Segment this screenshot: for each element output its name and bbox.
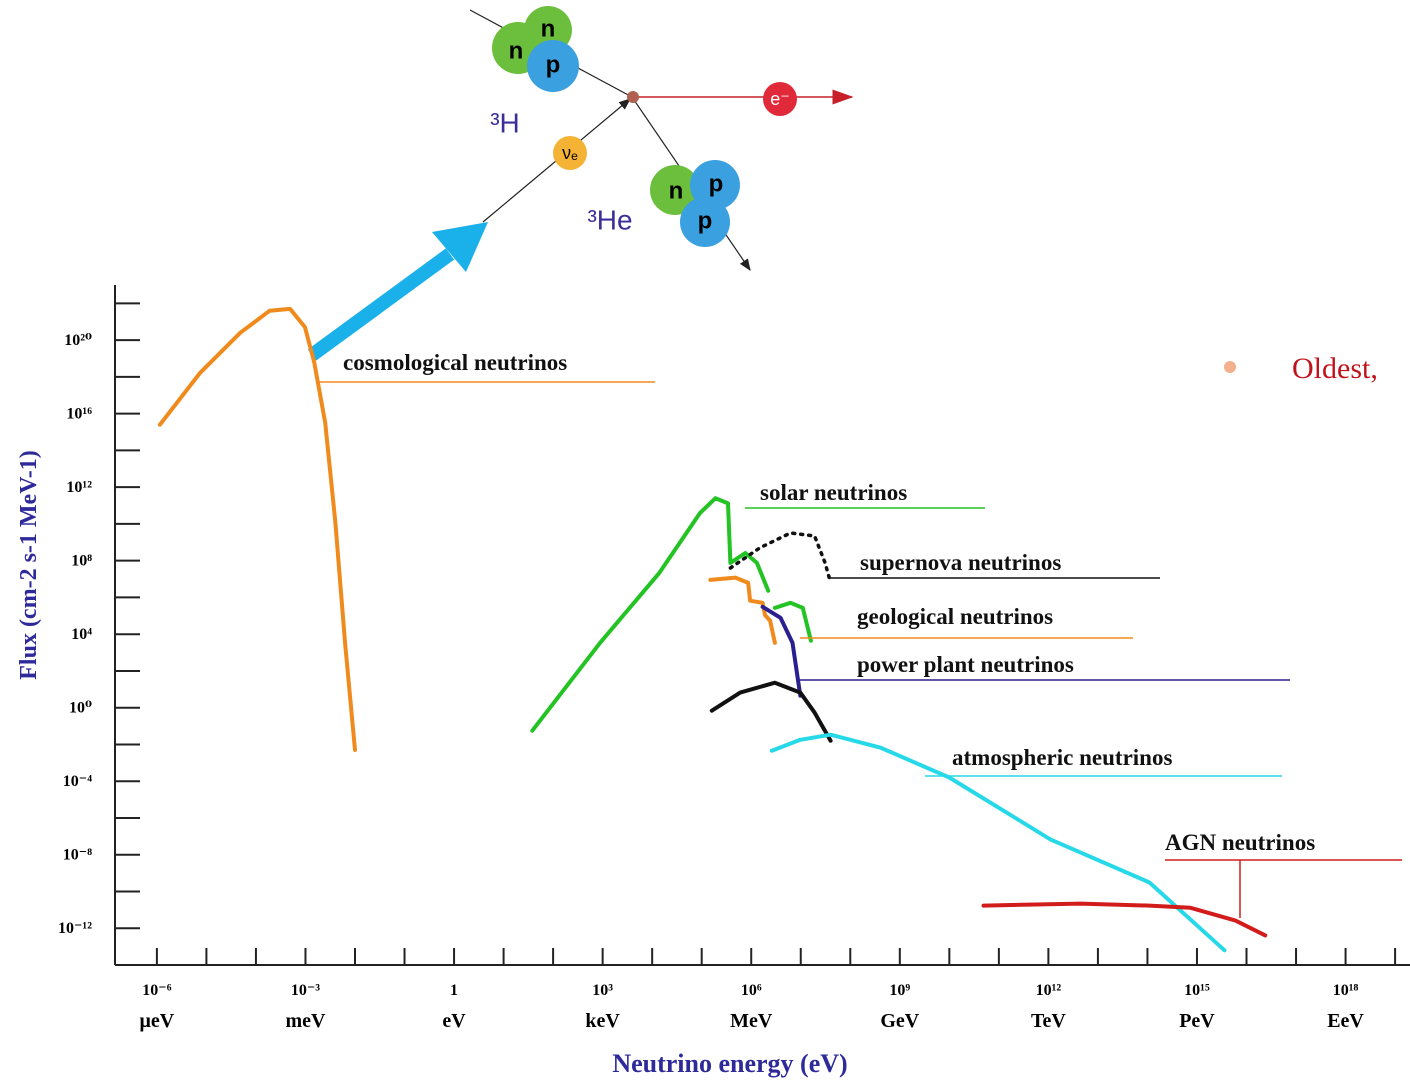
y-tick-label: 10¹⁶: [66, 406, 92, 423]
x-tick-label: 10¹⁵: [1184, 982, 1210, 999]
particle-label: p: [709, 170, 724, 197]
series-label: AGN neutrinos: [1165, 830, 1315, 855]
particle-label: p: [698, 207, 713, 234]
particle-label: n: [541, 15, 556, 42]
x-tick-label: 10¹⁸: [1333, 982, 1359, 999]
vertex: [627, 91, 639, 103]
y-tick-label: 10⁻⁸: [63, 847, 92, 864]
y-tick-label: 10¹²: [66, 479, 92, 496]
y-tick-label: 10⁻¹²: [58, 920, 92, 937]
particle-label: n: [509, 37, 524, 64]
series-line: [984, 904, 1266, 936]
series-label: geological neutrinos: [857, 604, 1053, 629]
series-label: cosmological neutrinos: [343, 350, 567, 375]
y-tick-label: 10⁻⁴: [63, 773, 92, 790]
y-axis-title: Flux (cm-2 s-1 MeV-1): [16, 450, 42, 679]
x-tick-unit: PeV: [1179, 1010, 1215, 1032]
x-tick-label: 10⁻⁶: [142, 982, 171, 999]
series-line: [532, 498, 811, 731]
slide: n n p ³H νₑ e⁻ n p p ³He Oldest, Neutrin…: [0, 0, 1410, 1089]
x-tick-label: 10⁻³: [291, 982, 320, 999]
x-tick-unit: TeV: [1031, 1010, 1066, 1032]
particle-label: νₑ: [562, 143, 578, 163]
pointer-arrow: [312, 254, 450, 355]
x-tick-label: 1: [450, 982, 458, 999]
y-tick-label: 10⁴: [71, 626, 92, 643]
bullet: [1224, 361, 1236, 373]
nucleus-label: ³He: [587, 204, 632, 235]
x-tick-unit: μeV: [140, 1010, 175, 1032]
nucleus-label: ³H: [490, 107, 520, 138]
x-tick-unit: EeV: [1327, 1010, 1364, 1032]
x-axis-title: Neutrino energy (eV): [612, 1049, 847, 1078]
series-label: atmospheric neutrinos: [952, 745, 1172, 770]
series-label: supernova neutrinos: [860, 550, 1061, 575]
y-tick-label: 10²⁰: [64, 332, 92, 349]
series-line: [730, 533, 830, 583]
x-tick-label: 10⁹: [889, 982, 910, 999]
x-tick-label: 10³: [592, 982, 613, 999]
x-tick-unit: eV: [442, 1010, 466, 1032]
series-line: [712, 683, 831, 741]
y-tick-label: 10⁰: [69, 700, 92, 717]
series-line: [160, 309, 355, 750]
x-tick-unit: meV: [285, 1010, 326, 1032]
x-tick-unit: GeV: [880, 1010, 919, 1032]
x-tick-unit: MeV: [730, 1010, 773, 1032]
x-tick-label: 10¹²: [1036, 982, 1062, 999]
x-tick-label: 10⁶: [741, 982, 762, 999]
decay-diagram: n n p ³H νₑ e⁻ n p p ³He: [312, 6, 852, 355]
series-label: solar neutrinos: [760, 480, 907, 505]
particle-label: p: [546, 51, 561, 78]
particle-label: e⁻: [770, 89, 790, 109]
particle-label: n: [669, 177, 684, 204]
x-tick-unit: keV: [585, 1010, 620, 1032]
series-label: power plant neutrinos: [857, 652, 1074, 677]
bullet-text: Oldest,: [1292, 352, 1378, 385]
y-tick-label: 10⁸: [71, 553, 92, 570]
